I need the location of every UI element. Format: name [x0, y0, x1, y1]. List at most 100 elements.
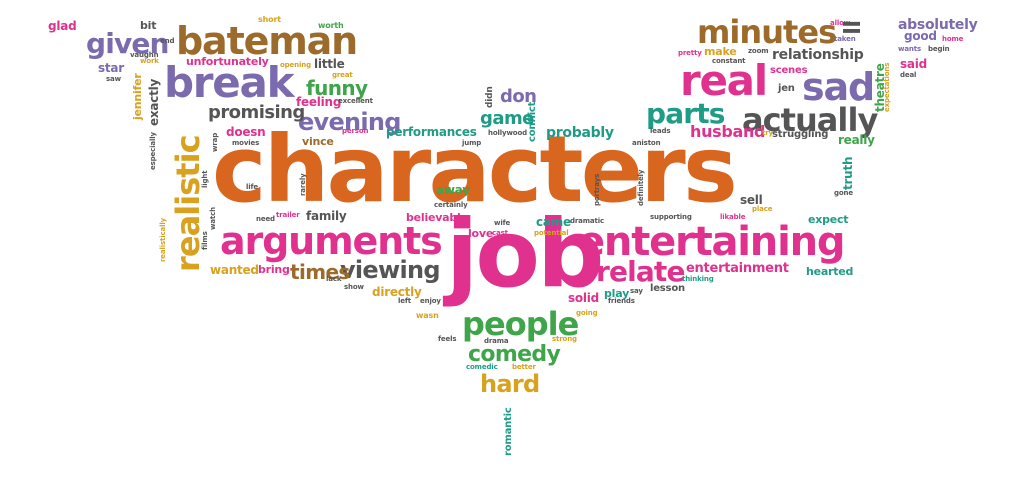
word-taken: taken: [834, 35, 856, 43]
word-unfortunately: unfortunately: [186, 55, 269, 68]
word-going: going: [576, 309, 598, 317]
word-directly: directly: [372, 285, 422, 299]
word-home: home: [942, 35, 964, 43]
word-movies: movies: [232, 139, 260, 147]
word-certainly: certainly: [434, 201, 468, 209]
word-wanted: wanted: [210, 263, 259, 277]
word-strong: strong: [552, 335, 577, 343]
word-pretty: pretty: [678, 49, 702, 57]
word-films: films: [201, 231, 209, 250]
word-light: light: [201, 170, 209, 188]
word-entertainment: entertainment: [686, 261, 789, 276]
word-given: given: [86, 27, 169, 60]
word-relationship: relationship: [772, 47, 864, 63]
word-husband: husband: [690, 122, 766, 141]
word-begin: begin: [928, 45, 950, 53]
word-parts: parts: [646, 97, 725, 130]
word-performances: performances: [386, 125, 477, 139]
word-ll: ll: [837, 20, 862, 35]
word-wife: wife: [494, 219, 511, 227]
word-actually: actually: [742, 101, 878, 139]
word-star: star: [98, 61, 124, 75]
word-deal: deal: [900, 71, 917, 79]
word-came: came: [536, 215, 571, 229]
word-try: try: [762, 129, 773, 137]
word-break: break: [164, 58, 295, 107]
word-sell: sell: [740, 193, 763, 207]
word-potential: potential: [534, 229, 569, 237]
word-comedic: comedic: [466, 363, 498, 371]
word-left: left: [398, 297, 411, 305]
word-aniston: aniston: [632, 139, 661, 147]
word-lesson: lesson: [650, 283, 685, 294]
word-promising: promising: [208, 102, 305, 123]
word-realistically: realistically: [159, 217, 167, 262]
word-drama: drama: [484, 337, 509, 345]
word-doesn: doesn: [226, 125, 266, 139]
word-excellent: excellent: [338, 97, 373, 105]
word-leads: leads: [650, 127, 671, 135]
word-truth: truth: [841, 156, 855, 190]
word-place: place: [752, 205, 773, 213]
word-dramatic: dramatic: [570, 217, 604, 225]
word-person: person: [342, 127, 369, 135]
word-comedy: comedy: [468, 342, 561, 367]
word-times: times: [290, 260, 350, 284]
word-likable: likable: [720, 213, 746, 221]
word-viewing: viewing: [340, 256, 440, 284]
word-jennifer: jennifer: [131, 73, 144, 120]
word-real: real: [680, 56, 768, 105]
word-lack: lack: [326, 275, 342, 283]
word-friends: friends: [608, 297, 635, 305]
word-rarely: rarely: [299, 173, 307, 197]
word-wasn: wasn: [416, 311, 439, 320]
word-little: little: [314, 57, 345, 71]
word-better: better: [512, 363, 536, 371]
word-play: play: [604, 287, 630, 300]
word-especially: especially: [149, 132, 157, 170]
word-jen: jen: [778, 83, 795, 94]
word-funny: funny: [306, 76, 368, 100]
word-saw: saw: [106, 75, 121, 83]
word-vaughn: vaughn: [130, 51, 159, 59]
word-life: life: [246, 183, 259, 191]
word-bring: bring: [258, 263, 290, 276]
word-say: say: [630, 287, 643, 295]
word-wrap: wrap: [211, 132, 219, 152]
word-conflict: conflict: [527, 101, 538, 142]
word-constant: constant: [712, 57, 746, 65]
word-absolutely: absolutely: [898, 17, 978, 33]
word-arguments: arguments: [220, 219, 443, 263]
word-portrays: portrays: [593, 173, 601, 206]
word-relate: relate: [596, 255, 685, 288]
word-opening: opening: [280, 61, 311, 69]
word-glad: glad: [48, 19, 77, 33]
word-sad: sad: [802, 65, 875, 109]
word-scenes: scenes: [770, 65, 808, 76]
word-really: really: [838, 133, 875, 147]
word-definitely: definitely: [637, 169, 645, 206]
word-solid: solid: [568, 291, 600, 305]
word-romantic: romantic: [503, 407, 514, 456]
word-need: need: [256, 215, 275, 223]
word-gone: gone: [834, 189, 853, 197]
word-supporting: supporting: [650, 213, 692, 221]
word-cast: cast: [492, 229, 508, 237]
word-didn: didn: [485, 86, 495, 108]
word-bateman: bateman: [176, 19, 358, 63]
word-feeling: feeling: [296, 95, 342, 109]
word-struggling: struggling: [772, 129, 829, 140]
word-thinking: thinking: [682, 275, 714, 283]
word-realistic: realistic: [169, 135, 207, 272]
word-vince: vince: [302, 135, 334, 148]
word-exactly: exactly: [147, 78, 161, 126]
word-worth: worth: [318, 21, 344, 30]
word-believable: believable: [406, 211, 468, 224]
word-away: away: [436, 183, 470, 197]
word-wants: wants: [898, 45, 921, 53]
word-expect: expect: [808, 213, 849, 226]
word-trailer: trailer: [276, 211, 300, 219]
word-job: job: [446, 200, 604, 309]
word-hard: hard: [480, 370, 540, 398]
